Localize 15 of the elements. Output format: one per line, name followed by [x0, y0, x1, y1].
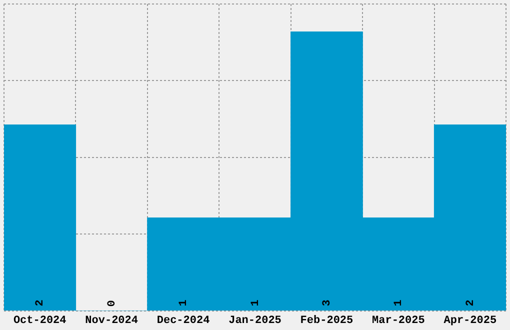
- data-label: 1: [393, 299, 406, 306]
- data-label: 3: [321, 299, 334, 306]
- data-label: 2: [464, 300, 477, 306]
- bar: [4, 124, 76, 311]
- x-tick-label: Jan-2025: [228, 315, 282, 328]
- x-tick-label: Mar-2025: [372, 315, 426, 328]
- x-tick-label: Apr-2025: [444, 315, 497, 328]
- data-label: 2: [34, 300, 47, 306]
- x-tick-label: Feb-2025: [300, 315, 354, 328]
- x-tick-label: Nov-2024: [85, 315, 138, 328]
- data-label: 0: [106, 300, 118, 307]
- data-label: 1: [250, 299, 262, 306]
- data-label: 1: [178, 299, 190, 306]
- x-tick-label: Oct-2024: [13, 315, 67, 328]
- x-tick-label: Dec-2024: [156, 315, 210, 328]
